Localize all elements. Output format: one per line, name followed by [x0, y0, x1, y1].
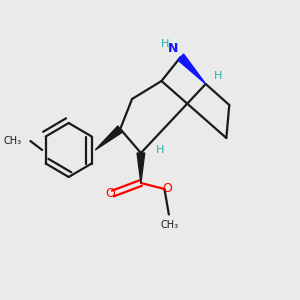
Text: H: H — [214, 70, 222, 81]
Text: H: H — [156, 145, 164, 155]
Polygon shape — [178, 54, 206, 84]
Text: CH₃: CH₃ — [161, 220, 179, 230]
Text: H: H — [161, 39, 170, 50]
Text: N: N — [168, 42, 178, 55]
Polygon shape — [95, 126, 123, 150]
Text: O: O — [105, 187, 115, 200]
Polygon shape — [137, 153, 145, 183]
Text: O: O — [163, 182, 172, 195]
Text: CH₃: CH₃ — [3, 136, 22, 146]
